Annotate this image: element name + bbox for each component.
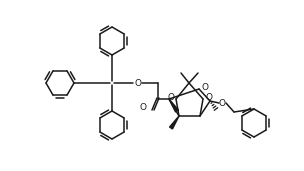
Text: O: O xyxy=(202,83,209,93)
Text: O: O xyxy=(167,94,174,102)
Text: O: O xyxy=(140,103,147,113)
Text: O: O xyxy=(219,98,226,108)
Polygon shape xyxy=(170,116,179,129)
Text: O: O xyxy=(134,78,141,88)
Text: O: O xyxy=(205,94,212,102)
Polygon shape xyxy=(169,99,178,112)
